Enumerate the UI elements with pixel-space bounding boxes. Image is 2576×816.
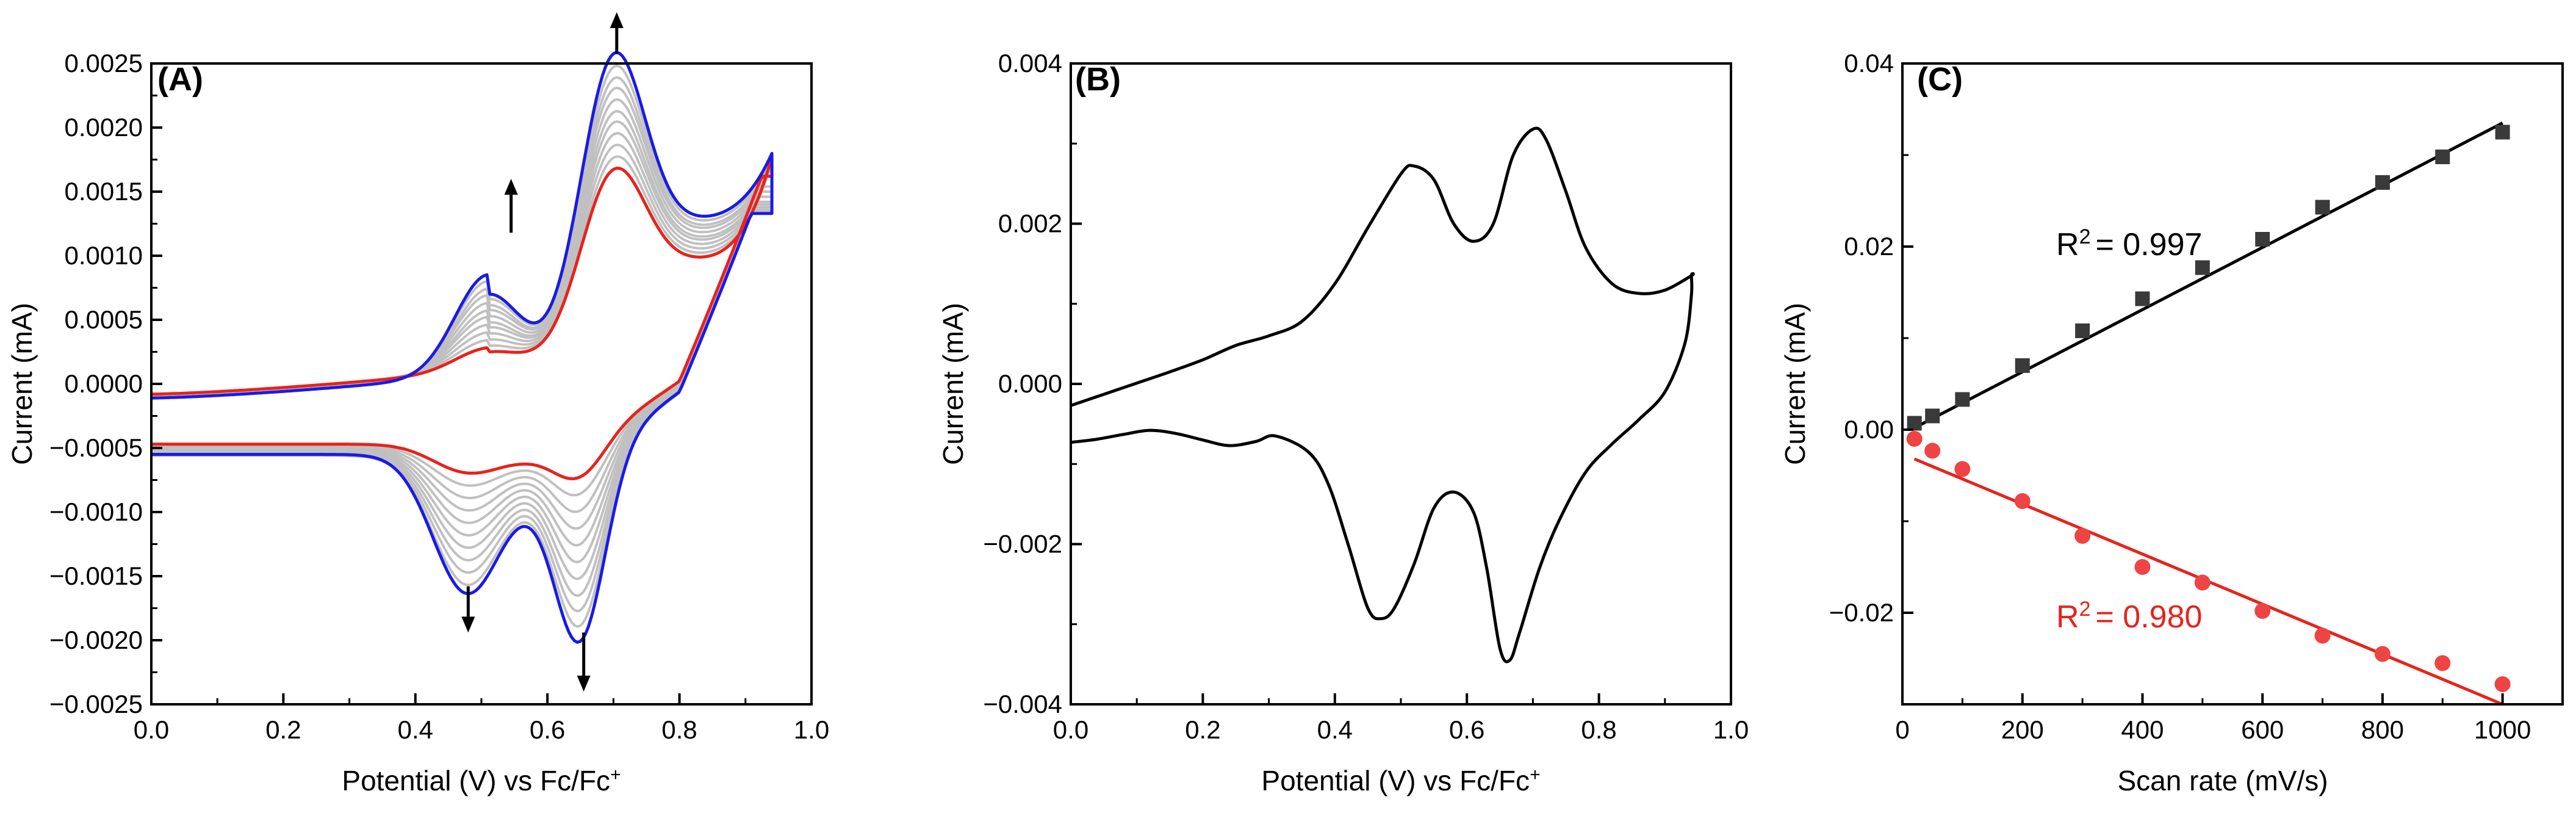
y-tick-label: 0.0010 (65, 241, 143, 270)
data-point-square (2375, 175, 2390, 190)
data-point-square (2255, 232, 2270, 247)
x-tick-label: 0 (1895, 715, 1909, 744)
x-tick-label: 1.0 (1713, 715, 1749, 744)
x-tick-label: 0.2 (1185, 715, 1220, 744)
x-tick-label: 600 (2241, 715, 2284, 744)
data-point-square (2435, 150, 2450, 164)
y-tick-label: 0.0025 (65, 49, 143, 78)
data-point-square (1955, 392, 1970, 407)
x-tick-label: 0.6 (1449, 715, 1484, 744)
x-tick-label: 0.0 (1053, 715, 1088, 744)
y-tick-label: −0.0020 (49, 626, 143, 654)
data-point-circle (2014, 493, 2031, 509)
data-point-circle (1906, 431, 1923, 447)
y-tick-label: 0.0000 (65, 369, 143, 398)
panel-a-y-axis: −0.0025 −0.0020 −0.0015 −0.0010 −0.0005 0.000… (49, 49, 162, 718)
x-tick-label: 0.8 (1581, 715, 1616, 744)
x-tick-label: 200 (2001, 715, 2044, 744)
panel-a-ylabel: Current (mA) (6, 303, 38, 465)
r2-red-annotation: R2 = 0.980 (2056, 598, 2202, 635)
x-tick-label: 0.6 (530, 715, 565, 744)
panel-b-ylabel: Current (mA) (937, 303, 969, 465)
x-tick-label: 800 (2361, 715, 2404, 744)
panel-b-label: (B) (1075, 61, 1121, 98)
y-tick-label: −0.002 (983, 530, 1062, 558)
y-tick-label: 0.004 (998, 49, 1062, 78)
panel-a-x-axis: 0.0 0.2 0.4 0.6 0.8 1.0 (134, 693, 829, 744)
data-point-square (1907, 416, 1922, 431)
y-tick-label: −0.0010 (49, 497, 143, 526)
data-point-circle (2434, 655, 2451, 671)
panel-c-frame (1901, 62, 2564, 706)
panel-c-y-axis: −0.02 0.00 0.02 0.04 (1829, 49, 1913, 627)
y-tick-label: 0.002 (998, 209, 1062, 238)
cv-line (1070, 126, 1695, 663)
arrow-up-icon (610, 12, 624, 28)
panel-a-arrows (461, 12, 624, 691)
panel-c-x-axis: 0 200 400 600 800 1000 (1895, 693, 2531, 744)
panel-b: 0.0 0.2 0.4 0.6 0.8 1.0 −0.004 −0.002 0.000 0.00… (937, 49, 1749, 796)
y-tick-label: −0.0005 (49, 433, 143, 462)
fit-line (1913, 121, 2503, 430)
y-tick-label: −0.004 (983, 690, 1062, 718)
data-point-circle (1924, 442, 1941, 459)
y-tick-label: 0.0020 (65, 113, 143, 142)
x-tick-label: 1000 (2474, 715, 2531, 744)
panel-c: 0 200 400 600 800 1000 −0.020.000.020.04 (C) … (1779, 49, 2564, 796)
data-point-square (2135, 291, 2150, 306)
x-tick-label: 0.8 (661, 715, 697, 744)
arrow-down-icon (461, 616, 475, 633)
data-point-circle (2374, 646, 2391, 662)
data-point-circle (2494, 676, 2511, 692)
panel-c-xlabel: Scan rate (mV/s) (2117, 765, 2328, 796)
panel-b-x-axis: 0.0 0.2 0.4 0.6 0.8 1.0 (1053, 693, 1749, 744)
x-tick-label: 0.2 (265, 715, 301, 744)
x-tick-label: 1.0 (794, 715, 829, 744)
data-point-circle (2254, 603, 2271, 619)
panel-a-label: (A) (157, 61, 203, 98)
x-tick-label: 0.0 (134, 715, 169, 744)
y-tick-label: −0.0025 (49, 690, 143, 718)
panel-b-curve (1070, 126, 1695, 663)
cv-series-line (151, 51, 774, 644)
x-tick-label: 400 (2121, 715, 2164, 744)
y-tick-label: 0.0005 (65, 305, 143, 334)
panel-c-points (1906, 125, 2511, 692)
y-tick-label: 0.0015 (65, 177, 143, 206)
panel-c-ylabel: Current (mA) (1779, 303, 1811, 465)
data-point-square (2075, 323, 2090, 338)
x-tick-label: 0.4 (1317, 715, 1353, 744)
r2-black-annotation: R2 = 0.997 (2056, 225, 2202, 262)
data-point-square (2195, 260, 2210, 275)
x-tick-label: 0.4 (398, 715, 433, 744)
data-point-circle (2314, 627, 2331, 644)
arrow-up-icon (504, 179, 518, 195)
data-point-circle (1954, 461, 1971, 477)
y-tick-label: −0.02 (1829, 598, 1894, 627)
panel-c-label: (C) (1917, 61, 1963, 98)
data-point-square (1925, 408, 1940, 424)
data-point-circle (2074, 528, 2091, 544)
y-tick-label: 0.00 (1844, 415, 1894, 444)
y-tick-label: 0.02 (1844, 232, 1894, 261)
y-tick-label: −0.0015 (49, 561, 143, 590)
panel-a: 0.0 0.2 0.4 0.6 0.8 1.0 −0.0025 −0.0020 −0.0015… (6, 12, 829, 796)
panel-b-y-axis: −0.004 −0.002 0.000 0.002 0.004 (983, 49, 1082, 718)
panel-a-xlabel: Potential (V) vs Fc/Fc+ (342, 765, 621, 797)
data-point-square (2495, 125, 2510, 140)
data-point-square (2015, 358, 2030, 373)
panel-b-xlabel: Potential (V) vs Fc/Fc+ (1261, 765, 1540, 797)
data-point-circle (2194, 574, 2211, 591)
data-point-circle (2134, 559, 2151, 575)
y-tick-label: 0.000 (998, 369, 1062, 398)
y-tick-label: 0.04 (1844, 49, 1894, 78)
data-point-square (2315, 200, 2330, 215)
arrow-down-icon (577, 676, 591, 691)
panel-a-blue-curve (151, 51, 774, 644)
